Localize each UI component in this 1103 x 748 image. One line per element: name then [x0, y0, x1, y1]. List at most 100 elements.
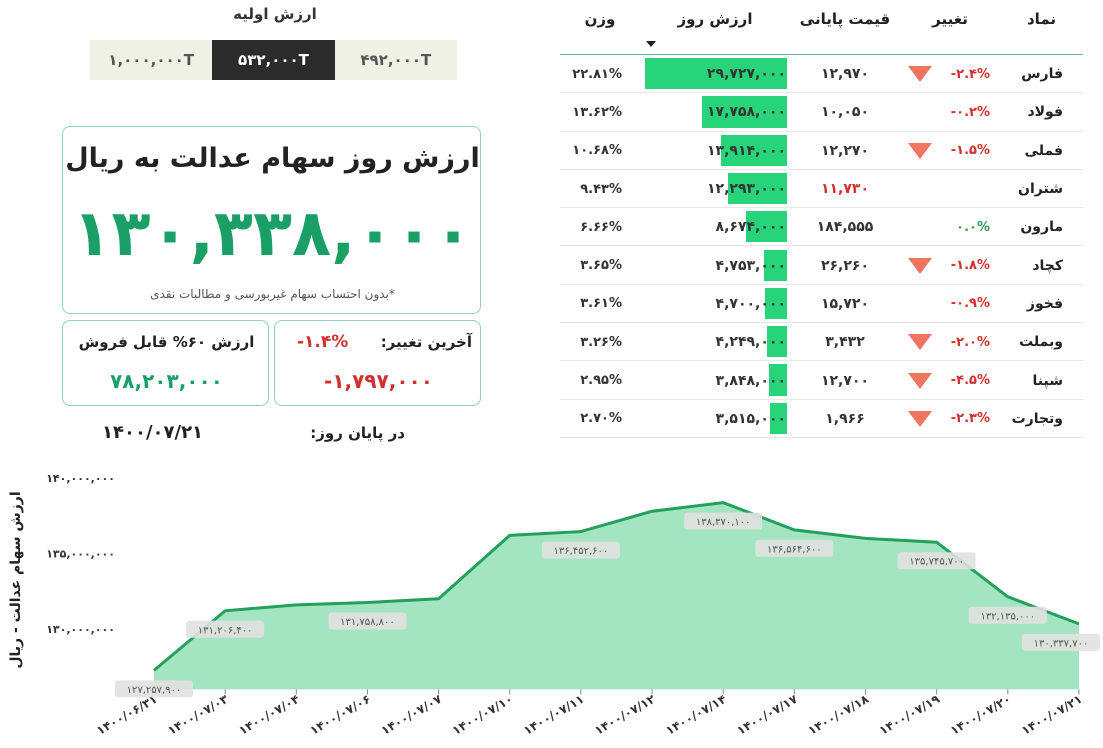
column-header[interactable]: تغییر [932, 10, 968, 28]
sort-indicator [646, 41, 656, 47]
data-label: ۱۳۶,۴۵۲,۶۰۰ [554, 546, 609, 557]
table-cell: ۴,۲۴۹,۰۰۰ [640, 323, 790, 361]
y-tick-label: ۱۴۰,۰۰۰,۰۰۰ [46, 472, 115, 485]
value-bar [764, 249, 787, 281]
symbol: کچاد [1032, 257, 1063, 274]
x-tick-label: ۱۴۰۰/۰۷/۲۰ [948, 692, 1013, 738]
weight: ۱۰.۶۸% [572, 143, 622, 159]
x-tick-label: ۱۴۰۰/۰۷/۱۷ [735, 692, 801, 738]
x-tick-label: ۱۴۰۰/۰۷/۰۷ [379, 692, 445, 738]
last-change-card: آخرین تغییر: -۱.۴% -۱,۷۹۷,۰۰۰ [274, 320, 481, 406]
table-cell: ۴,۷۰۰,۰۰۰ [640, 285, 790, 323]
change: -۲.۰% [950, 334, 990, 350]
header-line [560, 54, 1083, 55]
value-bar [745, 211, 787, 243]
day-value: ۴,۷۰۰,۰۰۰ [715, 295, 786, 312]
summary-value: ۱۳۰,۳۳۸,۰۰۰ [72, 197, 473, 271]
symbol: شتران [1018, 181, 1063, 198]
table-cell: ۱۲,۹۷۰ [790, 55, 900, 93]
data-label: ۱۳۸,۳۷۰,۱۰۰ [696, 517, 751, 528]
x-tick-label: ۱۴۰۰/۰۶/۳۱ [94, 692, 159, 738]
change: ۰.۰% [956, 219, 990, 235]
initial-value-tab[interactable]: ۱,۰۰۰,۰۰۰T [90, 40, 213, 80]
table-cell: ۳,۸۴۸,۰۰۰ [640, 361, 790, 399]
column-header[interactable]: نماد [1026, 10, 1057, 28]
column-header[interactable]: قیمت پایانی [799, 10, 891, 28]
table-row: فولاد -۰.۲% ۱۰,۰۵۰ ۱۷,۷۵۸,۰۰۰ ۱۳.۶۲% [560, 93, 1083, 132]
data-label: ۱۳۵,۷۴۵,۷۰۰ [909, 557, 964, 568]
down-arrow [908, 410, 932, 427]
table-cell: ۲.۷۰% [560, 400, 640, 438]
weight: ۳.۶۵% [580, 258, 622, 274]
table-cell: شپنا [1000, 361, 1083, 399]
data-label-box [115, 680, 193, 698]
y-tick-label: ۱۳۵,۰۰۰,۰۰۰ [46, 548, 115, 561]
table-cell: ۳.۶۱% [560, 285, 640, 323]
weight: ۲.۹۵% [580, 373, 622, 389]
table-cell: فخوز [1000, 285, 1083, 323]
table-cell: ۰.۰% [900, 208, 1000, 246]
weight: ۱۳.۶۲% [572, 104, 622, 120]
sellable-card: ارزش ۶۰% قابل فروش ۷۸,۲۰۳,۰۰۰ [62, 320, 269, 406]
weight: ۲۲.۸۱% [572, 66, 622, 82]
data-label: ۱۳۰,۳۳۷,۷۰۰ [1034, 638, 1089, 649]
table-cell: -۱.۸% [900, 247, 1000, 285]
table-row: شپنا -۴.۵% ۱۲,۷۰۰ ۳,۸۴۸,۰۰۰ ۲.۹۵% [560, 361, 1083, 400]
initial-value-tab[interactable]: ۴۹۲,۰۰۰T [334, 40, 457, 80]
initial-value-tabs: ۱,۰۰۰,۰۰۰T ۵۳۲,۰۰۰T ۴۹۲,۰۰۰T [90, 40, 457, 80]
table-cell: ۱۱,۷۳۰ [790, 170, 900, 208]
table-cell: -۴.۵% [900, 361, 1000, 399]
price: ۱۱,۷۳۰ [820, 181, 870, 198]
table-cell: وبملت [1000, 323, 1083, 361]
table-cell: ۱۰.۶۸% [560, 132, 640, 170]
price: ۱۲,۷۰۰ [820, 372, 870, 389]
x-tick-label: ۱۴۰۰/۰۷/۱۱ [521, 692, 586, 738]
table-cell: مارون [1000, 208, 1083, 246]
initial-value-tab[interactable]: ۵۳۲,۰۰۰T [212, 40, 335, 80]
table-cell: ۶.۶۶% [560, 208, 640, 246]
column-header[interactable]: ارزش روز [677, 10, 753, 28]
table-cell: ۱,۹۶۶ [790, 400, 900, 438]
x-tick-label: ۱۴۰۰/۰۷/۱۹ [877, 692, 943, 738]
table-cell: -۲.۴% [900, 55, 1000, 93]
data-label: ۱۲۷,۲۵۷,۹۰۰ [127, 685, 182, 696]
table-cell: ۲.۹۵% [560, 361, 640, 399]
value-bar [728, 172, 787, 205]
table-row: فملی -۱.۵% ۱۲,۲۷۰ ۱۳,۹۱۴,۰۰۰ ۱۰.۶۸% [560, 132, 1083, 170]
change: -۲.۴% [950, 66, 990, 82]
table-cell: -۲.۳% [900, 400, 1000, 438]
table-cell [900, 170, 1000, 208]
x-tick-label: ۱۴۰۰/۰۷/۱۸ [806, 692, 872, 738]
table-cell: ۱۳.۶۲% [560, 93, 640, 131]
day-value: ۱۲,۲۹۳,۰۰۰ [707, 181, 786, 198]
table-cell: ۲۶,۲۶۰ [790, 247, 900, 285]
day-value: ۸,۶۷۴,۰۰۰ [715, 219, 786, 236]
change: -۴.۵% [950, 373, 990, 389]
price: ۱۸۴,۵۵۵ [816, 219, 874, 236]
end-of-day-label: در پایان روز: [310, 424, 405, 442]
table-cell: -۱.۵% [900, 132, 1000, 170]
price: ۱۲,۹۷۰ [820, 66, 870, 83]
table-cell: فملی [1000, 132, 1083, 170]
summary-note: *بدون احتساب سهام غیربورسی و مطالبات نقد… [150, 287, 395, 301]
column-header[interactable]: وزن [584, 10, 616, 28]
change: -۱.۵% [950, 143, 990, 159]
symbol: فولاد [1027, 104, 1063, 121]
symbol: فملی [1024, 142, 1063, 159]
table-row: وبملت -۲.۰% ۳,۴۳۲ ۴,۲۴۹,۰۰۰ ۳.۲۶% [560, 323, 1083, 362]
price: ۲۶,۲۶۰ [820, 257, 870, 274]
x-tick-label: ۱۴۰۰/۰۷/۱۲ [592, 692, 658, 738]
data-label-box [1022, 633, 1100, 651]
table-cell: ۱۷,۷۵۸,۰۰۰ [640, 93, 790, 131]
table-row: مارون ۰.۰% ۱۸۴,۵۵۵ ۸,۶۷۴,۰۰۰ ۶.۶۶% [560, 208, 1083, 247]
table-row: فارس -۲.۴% ۱۲,۹۷۰ ۲۹,۷۲۷,۰۰۰ ۲۲.۸۱% [560, 55, 1083, 94]
value-bar [764, 287, 787, 320]
price: ۱,۹۶۶ [825, 410, 865, 427]
table-cell: ۱۲,۲۹۳,۰۰۰ [640, 170, 790, 208]
day-value: ۱۳,۹۱۴,۰۰۰ [707, 142, 786, 159]
weight: ۶.۶۶% [580, 219, 622, 235]
x-tick-label: ۱۴۰۰/۰۷/۰۶ [308, 692, 373, 738]
line [153, 501, 1080, 672]
